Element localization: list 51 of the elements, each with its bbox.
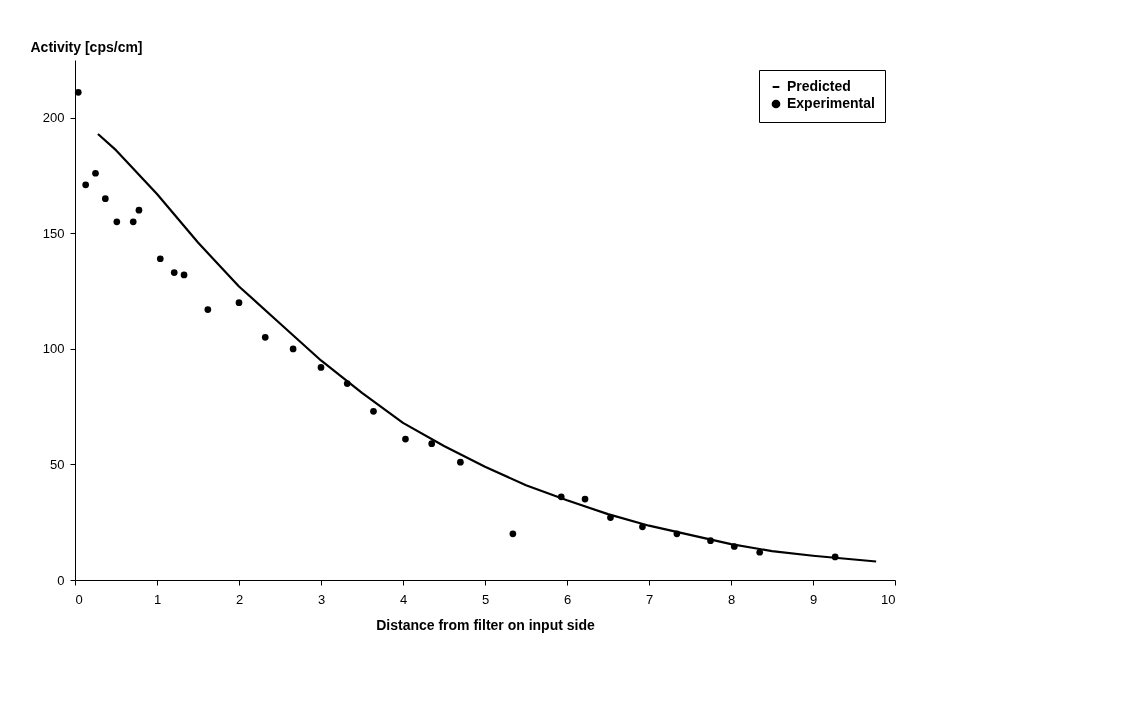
y-axis-title: Activity [cps/cm] — [30, 38, 143, 55]
x-tick-label: 1 — [153, 591, 162, 607]
point — [92, 169, 99, 177]
y-tick-label: 100 — [42, 341, 65, 357]
y-tick-label: 150 — [42, 225, 65, 241]
point — [82, 181, 90, 189]
point — [204, 306, 212, 313]
x-tick-label: 6 — [563, 591, 572, 607]
x-tick-label: 3 — [317, 591, 326, 607]
x-tick-label: 10 — [881, 591, 896, 607]
y-tick-label: 50 — [50, 456, 65, 472]
y-tick-label: 0 — [57, 572, 65, 588]
point — [557, 493, 565, 501]
x-axis-title: Distance from filter on input side — [376, 616, 595, 633]
point — [707, 537, 714, 545]
point — [180, 271, 188, 279]
point — [402, 435, 409, 443]
x-tick-label: 4 — [399, 591, 408, 607]
point — [831, 553, 839, 561]
point — [370, 407, 377, 415]
x-tick-label: 5 — [481, 591, 490, 607]
point — [317, 364, 325, 371]
point — [639, 523, 646, 531]
point — [129, 218, 137, 226]
x-tick-label: 9 — [809, 591, 818, 607]
x-tick-label: 8 — [727, 591, 736, 607]
y-tick-label: 200 — [42, 110, 65, 126]
legend-label: Predicted — [787, 78, 851, 94]
point — [730, 543, 738, 550]
point — [673, 530, 681, 538]
x-tick-label: 7 — [645, 591, 654, 607]
line-series — [96, 132, 878, 563]
legend-label: Experimental — [787, 95, 875, 111]
point — [509, 530, 517, 538]
point — [607, 514, 614, 521]
x-tick-label: 0 — [75, 591, 83, 607]
point — [170, 269, 178, 276]
x-tick-label: 2 — [235, 591, 244, 607]
point — [428, 440, 436, 447]
point — [756, 548, 764, 556]
point — [113, 218, 121, 226]
point — [457, 458, 464, 466]
point — [156, 255, 164, 263]
point — [235, 299, 243, 307]
point — [74, 89, 82, 96]
point — [101, 195, 109, 203]
point — [261, 333, 269, 341]
point — [135, 206, 143, 214]
point — [343, 380, 351, 387]
point — [289, 345, 297, 353]
point — [581, 495, 589, 503]
